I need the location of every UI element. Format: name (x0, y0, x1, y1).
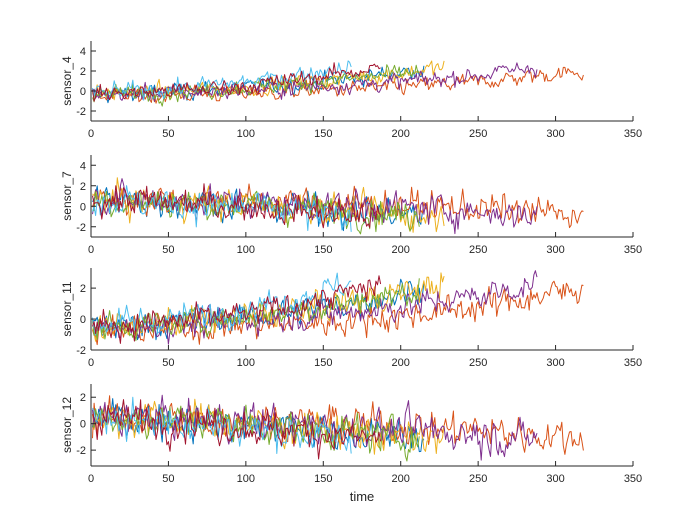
x-tick-label: 100 (237, 473, 255, 485)
series-line-5 (92, 278, 420, 342)
y-tick-label: 0 (80, 86, 86, 98)
y-tick-label: 4 (80, 46, 86, 58)
series-line-7 (92, 399, 382, 460)
series-line-4 (92, 270, 538, 345)
x-tick-label: 300 (546, 244, 564, 256)
x-tick-label: 0 (88, 357, 94, 369)
x-tick-label: 50 (162, 244, 174, 256)
series-group (92, 270, 584, 346)
series-line-5 (92, 190, 420, 235)
series-line-6 (92, 272, 352, 336)
x-tick-label: 350 (624, 473, 642, 485)
y-axis-label: sensor_4 (60, 56, 74, 106)
x-tick-label: 250 (469, 244, 487, 256)
series-line-7 (92, 62, 381, 102)
x-tick-label: 100 (237, 244, 255, 256)
x-tick-label: 300 (546, 473, 564, 485)
y-tick-label: 2 (80, 66, 86, 78)
x-tick-label: 150 (314, 128, 332, 140)
y-tick-label: 4 (80, 160, 86, 172)
x-tick-label: 350 (624, 357, 642, 369)
x-tick-label: 100 (237, 357, 255, 369)
y-tick-label: 2 (80, 283, 86, 295)
series-line-6 (92, 185, 352, 232)
series-line-4 (92, 394, 538, 461)
y-tick-label: 0 (80, 314, 86, 326)
x-tick-label: 300 (546, 357, 564, 369)
series-line-4 (92, 178, 538, 235)
x-tick-label: 350 (624, 244, 642, 256)
y-tick-label: -2 (76, 345, 86, 357)
series-line-5 (92, 64, 420, 107)
series-line-2 (92, 66, 584, 104)
series-line-7 (92, 183, 381, 229)
x-tick-label: 250 (469, 357, 487, 369)
x-tick-label: 50 (162, 473, 174, 485)
y-axis-label: sensor_12 (60, 397, 74, 453)
y-tick-label: -2 (76, 222, 86, 234)
y-tick-label: 2 (80, 392, 86, 404)
x-axis-label: time (350, 489, 375, 504)
y-tick-label: -2 (76, 445, 86, 457)
series-group (92, 394, 584, 462)
y-axis-label: sensor_11 (60, 281, 74, 336)
x-tick-label: 200 (392, 244, 410, 256)
x-tick-label: 50 (162, 357, 174, 369)
x-tick-label: 300 (546, 128, 564, 140)
x-tick-label: 150 (314, 357, 332, 369)
series-line-3 (92, 272, 445, 342)
x-tick-label: 50 (162, 128, 174, 140)
x-tick-label: 0 (88, 128, 94, 140)
y-tick-label: 2 (80, 181, 86, 193)
series-group (92, 60, 584, 107)
x-tick-label: 100 (237, 128, 255, 140)
y-tick-label: -2 (76, 106, 86, 118)
x-tick-label: 250 (469, 128, 487, 140)
x-tick-label: 200 (392, 357, 410, 369)
x-tick-label: 250 (469, 473, 487, 485)
y-axis-label: sensor_7 (60, 171, 74, 221)
x-tick-label: 150 (314, 244, 332, 256)
x-tick-label: 150 (314, 473, 332, 485)
x-tick-label: 200 (392, 128, 410, 140)
x-tick-label: 200 (392, 473, 410, 485)
series-line-7 (92, 275, 382, 344)
series-line-2 (92, 280, 584, 346)
series-line-6 (92, 60, 352, 101)
y-tick-label: 0 (80, 201, 86, 213)
x-tick-label: 350 (624, 128, 642, 140)
y-tick-label: 0 (80, 419, 86, 431)
series-group (92, 177, 584, 235)
series-line-6 (92, 396, 352, 454)
x-tick-label: 0 (88, 244, 94, 256)
x-tick-label: 0 (88, 473, 94, 485)
